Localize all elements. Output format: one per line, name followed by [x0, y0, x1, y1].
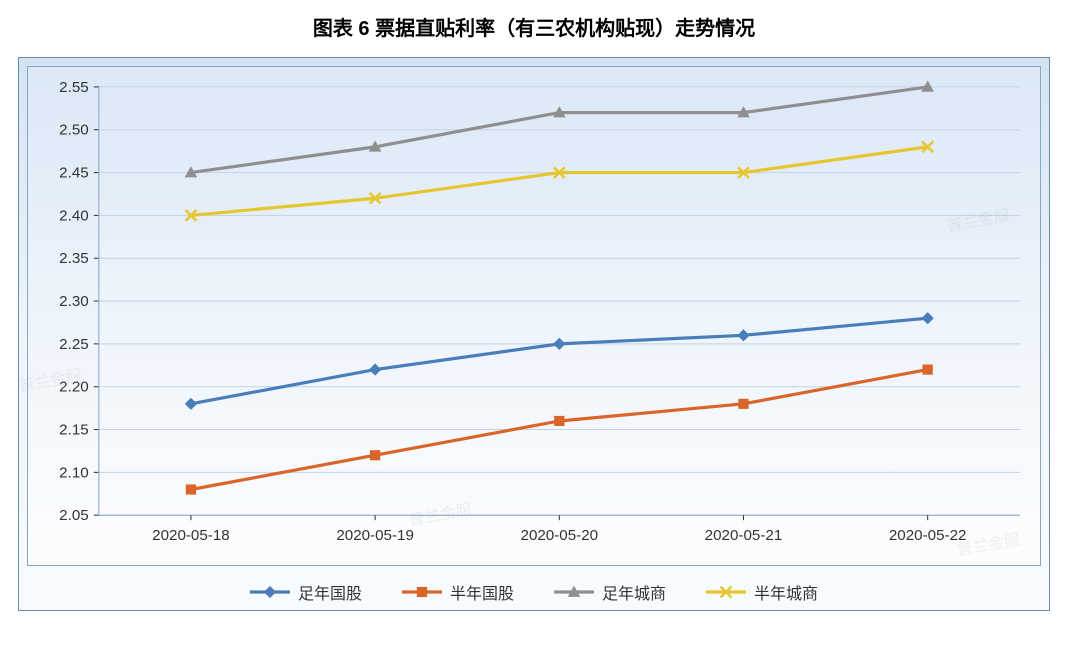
legend-item-s3: 半年城商 — [706, 580, 818, 604]
legend-swatch — [706, 581, 746, 603]
plot-area: 2.05 2.10 2.15 2.20 2.25 2.30 2.35 2.40 2.45 2.50… — [27, 66, 1041, 566]
svg-text:2020-05-18: 2020-05-18 — [152, 527, 230, 544]
legend-item-s2: 足年城商 — [554, 580, 666, 604]
legend-swatch — [250, 581, 290, 603]
svg-text:2.55: 2.55 — [59, 79, 89, 96]
legend-label: 半年国股 — [450, 580, 514, 604]
svg-text:2.35: 2.35 — [59, 250, 89, 267]
svg-text:2.50: 2.50 — [59, 122, 89, 139]
legend: 足年国股 半年国股 足年城商 半年城商 — [27, 566, 1041, 608]
svg-text:2.10: 2.10 — [59, 464, 89, 481]
legend-item-s1: 半年国股 — [402, 580, 514, 604]
svg-text:2.20: 2.20 — [59, 379, 89, 396]
svg-text:2020-05-20: 2020-05-20 — [521, 527, 599, 544]
legend-item-s0: 足年国股 — [250, 580, 362, 604]
svg-text:2.05: 2.05 — [59, 507, 89, 524]
legend-swatch — [554, 581, 594, 603]
svg-text:2020-05-21: 2020-05-21 — [705, 527, 783, 544]
legend-swatch — [402, 581, 442, 603]
svg-text:2.25: 2.25 — [59, 336, 89, 353]
svg-text:2020-05-19: 2020-05-19 — [336, 527, 414, 544]
legend-label: 半年城商 — [754, 580, 818, 604]
legend-label: 足年城商 — [602, 580, 666, 604]
svg-text:2.30: 2.30 — [59, 293, 89, 310]
svg-text:2.40: 2.40 — [59, 207, 89, 224]
chart-container: 2.05 2.10 2.15 2.20 2.25 2.30 2.35 2.40 2.45 2.50… — [18, 57, 1050, 611]
svg-text:2.45: 2.45 — [59, 165, 89, 182]
svg-text:2.15: 2.15 — [59, 422, 89, 439]
svg-text:2020-05-22: 2020-05-22 — [889, 527, 967, 544]
chart-svg: 2.05 2.10 2.15 2.20 2.25 2.30 2.35 2.40 2.45 2.50… — [28, 67, 1040, 565]
legend-label: 足年国股 — [298, 580, 362, 604]
chart-title: 图表 6 票据直贴利率（有三农机构贴现）走势情况 — [0, 0, 1068, 49]
